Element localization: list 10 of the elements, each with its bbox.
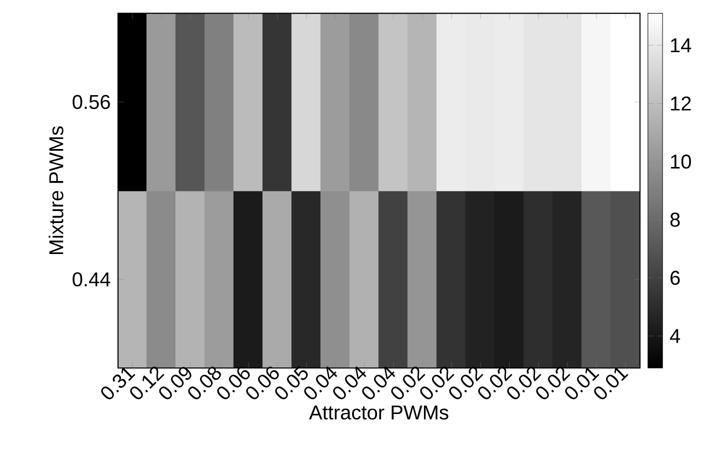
x-axis-title: Attractor PWMs	[309, 406, 448, 420]
color-bar-label: 10	[671, 154, 691, 169]
color-bar-label: 4	[670, 329, 680, 343]
y-axis-title: Mixture PWMs	[48, 126, 64, 254]
color-bar-label: 8	[670, 212, 680, 227]
color-bar-label: 6	[670, 270, 680, 285]
color-bar-label: 14	[671, 38, 692, 52]
y-tick-label: 0.56	[72, 94, 110, 110]
color-bar-label: 12	[671, 96, 691, 110]
y-tick-label: 0.44	[72, 272, 110, 286]
